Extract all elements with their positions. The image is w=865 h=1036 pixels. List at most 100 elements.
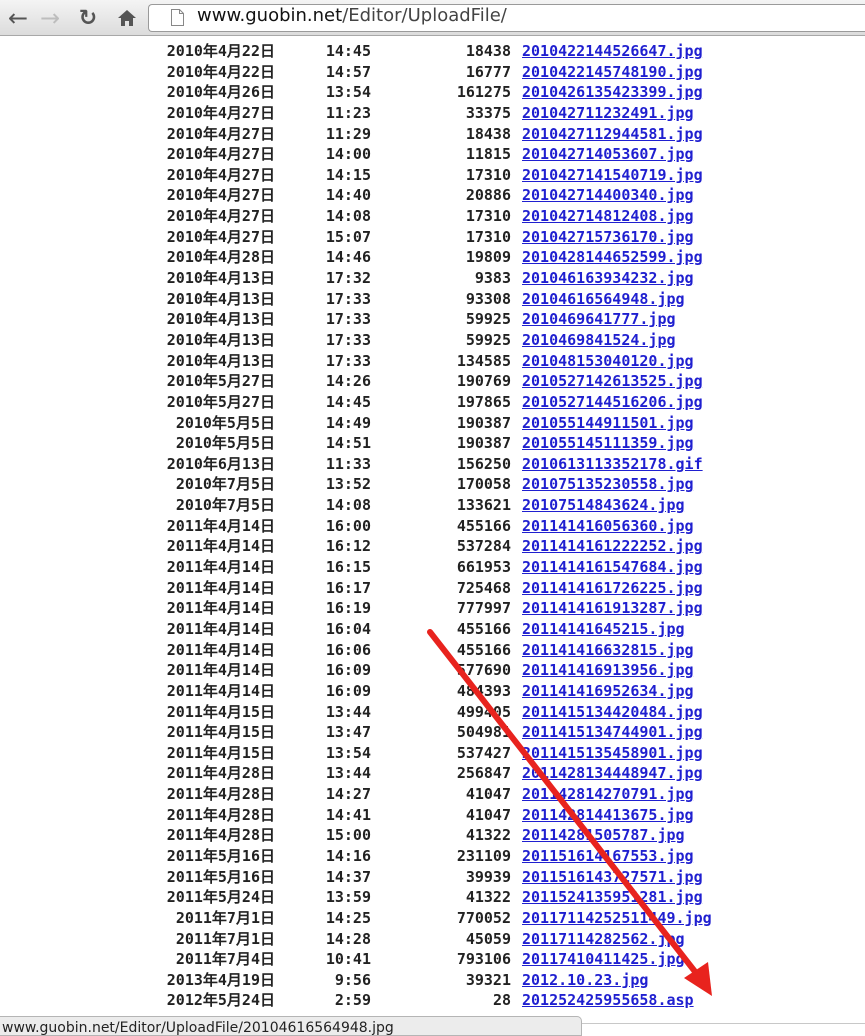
file-row: 2011年4月14日 16:19 777997 2011414161913287.jp… — [0, 598, 865, 619]
file-link[interactable]: 2010427112944581.jpg — [522, 124, 703, 143]
forward-arrow-icon[interactable]: → — [39, 4, 61, 32]
file-link[interactable]: 20104616564948.jpg — [522, 289, 685, 308]
file-link[interactable]: 2010527144516206.jpg — [522, 392, 703, 411]
file-row: 2011年7月1日 14:25 770052 20117114252511449.jp… — [0, 908, 865, 929]
file-time: 14:08 — [325, 207, 371, 226]
file-link[interactable]: 201142814270791.jpg — [522, 785, 694, 804]
file-link[interactable]: 2011524135951281.jpg — [522, 888, 703, 907]
address-bar[interactable] — [148, 4, 865, 32]
file-date: 2010年5月5日 — [175, 434, 275, 453]
file-size: 9383 — [474, 269, 511, 288]
file-link[interactable]: 2011414161547684.jpg — [522, 558, 703, 577]
file-link[interactable]: 2010426135423399.jpg — [522, 83, 703, 102]
file-size: 41047 — [465, 805, 511, 824]
file-time: 14:45 — [325, 42, 371, 60]
file-time: 13:44 — [325, 764, 371, 783]
file-link[interactable]: 2012.10.23.jpg — [522, 970, 649, 989]
url-text[interactable]: www.guobin.net/Editor/UploadFile/ — [197, 5, 507, 26]
file-date: 2011年4月14日 — [166, 661, 275, 680]
file-time: 16:15 — [325, 558, 371, 577]
file-date: 2010年4月13日 — [166, 351, 275, 370]
file-row: 2010年5月5日 14:49 190387 201055144911501.jpg — [0, 413, 865, 434]
file-date: 2010年4月27日 — [166, 165, 275, 184]
file-date: 2010年4月22日 — [166, 42, 275, 60]
file-link[interactable]: 201141416913956.jpg — [522, 661, 694, 680]
file-name-cell: 2011415134744901.jpg — [522, 722, 703, 743]
reload-icon[interactable]: ↻ — [78, 5, 98, 31]
file-name-cell: 2011428134448947.jpg — [522, 763, 703, 784]
file-link[interactable]: 2011428134448947.jpg — [522, 764, 703, 783]
file-link[interactable]: 201151614167553.jpg — [522, 846, 694, 865]
file-link[interactable]: 2010422144526647.jpg — [522, 42, 703, 60]
file-link[interactable]: 2011516143727571.jpg — [522, 867, 703, 886]
file-link[interactable]: 201048153040120.jpg — [522, 351, 694, 370]
file-time: 15:00 — [325, 826, 371, 845]
file-link[interactable]: 201042714400340.jpg — [522, 186, 694, 205]
file-date: 2010年4月27日 — [166, 145, 275, 164]
file-name-cell: 20117410411425.jpg — [522, 949, 685, 970]
file-link[interactable]: 2010469641777.jpg — [522, 310, 676, 329]
file-row: 2010年4月13日 17:33 59925 2010469641777.jpg — [0, 309, 865, 330]
file-name-cell: 20107514843624.jpg — [522, 495, 685, 516]
file-row: 2010年5月27日 14:45 197865 2010527144516206.jp… — [0, 392, 865, 413]
file-date: 2010年4月27日 — [166, 124, 275, 143]
file-size: 537427 — [456, 743, 511, 762]
file-link[interactable]: 2010527142613525.jpg — [522, 372, 703, 391]
directory-listing: 2010年4月22日 14:45 18438 2010422144526647.jpg… — [0, 41, 865, 1011]
file-link[interactable]: 201141416632815.jpg — [522, 640, 694, 659]
file-link[interactable]: 2011414161222252.jpg — [522, 537, 703, 556]
file-size: 190387 — [456, 434, 511, 453]
file-link[interactable]: 2011414161913287.jpg — [522, 599, 703, 618]
file-date: 2010年7月5日 — [175, 475, 275, 494]
file-link[interactable]: 20114141645215.jpg — [522, 619, 685, 638]
back-arrow-icon[interactable]: ← — [7, 4, 29, 32]
file-link[interactable]: 20107514843624.jpg — [522, 496, 685, 515]
file-link[interactable]: 201055144911501.jpg — [522, 413, 694, 432]
file-size: 499405 — [456, 702, 511, 721]
file-link[interactable]: 2010469841524.jpg — [522, 330, 676, 349]
file-link[interactable]: 201055145111359.jpg — [522, 434, 694, 453]
file-link[interactable]: 201141416056360.jpg — [522, 516, 694, 535]
file-link[interactable]: 2011414161726225.jpg — [522, 578, 703, 597]
file-row: 2010年4月13日 17:33 59925 2010469841524.jpg — [0, 330, 865, 351]
file-size: 231109 — [456, 846, 511, 865]
file-link[interactable]: 2010428144652599.jpg — [522, 248, 703, 267]
file-link[interactable]: 20117114252511449.jpg — [522, 908, 712, 927]
file-size: 197865 — [456, 392, 511, 411]
file-link[interactable]: 201042714812408.jpg — [522, 207, 694, 226]
file-date: 2011年4月14日 — [166, 578, 275, 597]
file-time: 14:25 — [325, 908, 371, 927]
file-name-cell: 201042714812408.jpg — [522, 206, 694, 227]
file-link[interactable]: 20114281505787.jpg — [522, 826, 685, 845]
file-link[interactable]: 2010613113352178.gif — [522, 454, 703, 473]
file-time: 15:07 — [325, 227, 371, 246]
home-icon[interactable] — [113, 4, 141, 32]
file-link[interactable]: 201042715736170.jpg — [522, 227, 694, 246]
file-link[interactable]: 201042711232491.jpg — [522, 103, 694, 122]
file-time: 14:27 — [325, 785, 371, 804]
file-time: 14:46 — [325, 248, 371, 267]
file-link[interactable]: 201141416952634.jpg — [522, 681, 694, 700]
file-name-cell: 2010422144526647.jpg — [522, 41, 703, 62]
file-name-cell: 2010428144652599.jpg — [522, 247, 703, 268]
file-size: 455166 — [456, 640, 511, 659]
file-link[interactable]: 2010427141540719.jpg — [522, 165, 703, 184]
file-link[interactable]: 2011415135458901.jpg — [522, 743, 703, 762]
file-link[interactable]: 20117114282562.jpg — [522, 929, 685, 948]
file-time: 14:28 — [325, 929, 371, 948]
file-date: 2010年4月13日 — [166, 310, 275, 329]
file-link[interactable]: 201252425955658.asp — [522, 991, 694, 1010]
file-link[interactable]: 2011415134420484.jpg — [522, 702, 703, 721]
file-link[interactable]: 201046163934232.jpg — [522, 269, 694, 288]
file-row: 2010年4月13日 17:33 134585 201048153040120.jpg — [0, 351, 865, 372]
file-link[interactable]: 201075135230558.jpg — [522, 475, 694, 494]
file-link[interactable]: 20117410411425.jpg — [522, 950, 685, 969]
file-link[interactable]: 2011415134744901.jpg — [522, 723, 703, 742]
file-name-cell: 2010427141540719.jpg — [522, 165, 703, 186]
browser-toolbar: ← → ↻ www.guobin.net/Editor/UploadFile/ — [0, 0, 865, 36]
file-link[interactable]: 2010422145748190.jpg — [522, 62, 703, 81]
file-link[interactable]: 201142814413675.jpg — [522, 805, 694, 824]
file-link[interactable]: 201042714053607.jpg — [522, 145, 694, 164]
file-name-cell: 201141416913956.jpg — [522, 660, 694, 681]
file-row: 2011年4月28日 14:41 41047 201142814413675.jpg — [0, 805, 865, 826]
